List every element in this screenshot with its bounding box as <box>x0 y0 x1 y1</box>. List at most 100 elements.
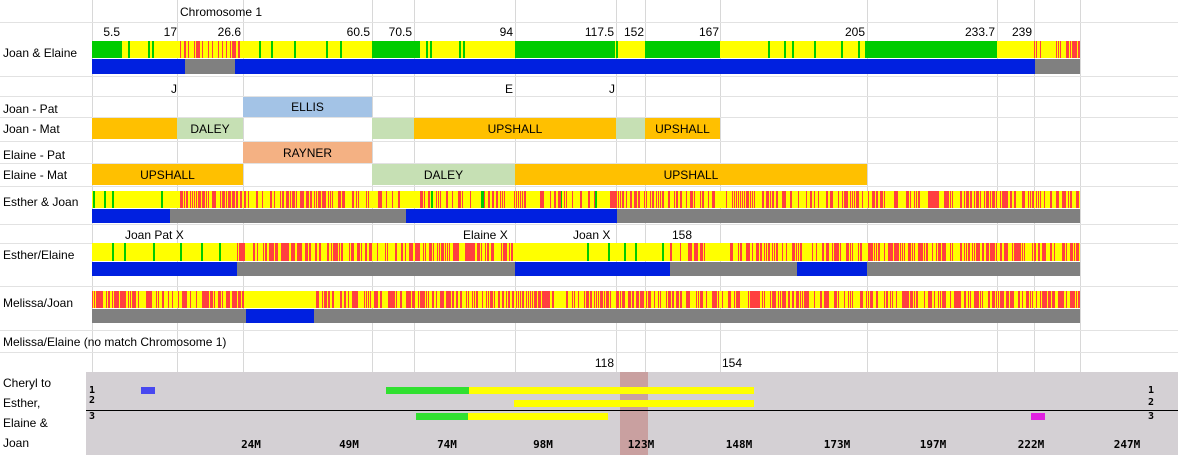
bar-segment <box>938 243 940 261</box>
bar-segment <box>740 243 742 261</box>
bar-segment <box>387 243 388 261</box>
bar-segment <box>487 243 489 261</box>
row-label-elaine-pat: Elaine - Pat <box>3 148 66 162</box>
bar-segment <box>1028 191 1029 208</box>
gridline <box>867 0 868 455</box>
bar-segment <box>1066 41 1068 58</box>
bar-segment <box>201 243 203 261</box>
bar-segment <box>208 41 209 58</box>
bar-segment <box>792 41 794 58</box>
bar-segment <box>892 243 893 261</box>
gridline <box>0 224 1178 225</box>
bar-segment <box>574 291 575 308</box>
bar-segment <box>1070 191 1072 208</box>
bar-segment <box>758 291 760 308</box>
bar-segment <box>992 291 994 308</box>
bar-segment <box>850 243 851 261</box>
bar-segment <box>808 291 809 308</box>
bar-segment <box>504 191 505 208</box>
position-label: 94 <box>499 25 513 39</box>
bar-segment <box>990 191 991 208</box>
gridline <box>0 330 1178 331</box>
bar-segment <box>676 191 678 208</box>
bar-segment <box>902 243 903 261</box>
bar-segment <box>282 191 284 208</box>
bar-segment <box>738 291 740 308</box>
bar-segment <box>616 41 618 58</box>
crossover-label: Elaine X <box>463 228 508 242</box>
bar-segment <box>210 291 212 308</box>
bar-segment <box>153 243 155 261</box>
bar-segment <box>305 243 307 261</box>
bar-segment <box>418 291 419 308</box>
bar-segment <box>244 191 246 208</box>
bar-segment <box>482 291 483 308</box>
segment-daley: DALEY <box>372 164 515 185</box>
bar-segment <box>460 191 461 208</box>
bar-segment <box>688 291 690 308</box>
bar-segment <box>626 191 627 208</box>
bar-segment <box>420 291 422 308</box>
bar-segment <box>1002 291 1004 308</box>
browser-segment <box>469 387 754 394</box>
bar-segment <box>602 291 603 308</box>
bar-segment <box>1060 291 1062 308</box>
bar-segment <box>620 291 621 308</box>
bar-segment <box>219 243 221 261</box>
bar-segment <box>828 243 829 261</box>
bar-segment <box>986 191 988 208</box>
bar-segment <box>96 291 98 308</box>
bar-segment <box>372 41 420 58</box>
bar-segment <box>814 41 816 58</box>
bar-segment <box>92 59 185 74</box>
bar-segment <box>876 243 877 261</box>
match-bar-joan-elaine <box>92 41 1080 58</box>
bar-segment <box>1038 243 1040 261</box>
bar-segment <box>488 191 490 208</box>
bar-segment <box>236 291 237 308</box>
bar-segment <box>832 243 833 261</box>
bar-segment <box>634 191 636 208</box>
bar-segment <box>94 291 95 308</box>
bar-segment <box>333 243 335 261</box>
bar-segment <box>868 191 869 208</box>
bar-segment <box>784 191 786 208</box>
bar-segment <box>440 191 441 208</box>
position-label: 17 <box>163 25 177 39</box>
bar-segment <box>640 291 642 308</box>
bar-segment <box>328 191 329 208</box>
bar-segment <box>162 291 164 308</box>
bar-segment <box>300 191 302 208</box>
bar-segment <box>986 243 988 261</box>
bar-segment <box>1056 41 1057 58</box>
bar-segment <box>722 291 723 308</box>
bar-segment <box>970 191 972 208</box>
bar-segment <box>248 191 249 208</box>
bar-segment <box>1034 41 1035 58</box>
bar-segment <box>1032 191 1034 208</box>
bar-segment <box>184 41 186 58</box>
bar-segment <box>326 291 327 308</box>
bar-segment <box>774 291 776 308</box>
bar-segment <box>168 291 169 308</box>
bar-segment <box>646 191 647 208</box>
browser-divider <box>86 410 1178 411</box>
bar-segment <box>1050 191 1052 208</box>
bar-segment <box>732 191 733 208</box>
bar-segment <box>1078 291 1080 308</box>
bar-segment <box>646 291 647 308</box>
bar-segment <box>924 291 925 308</box>
bar-segment <box>806 291 808 308</box>
bar-segment <box>524 191 526 208</box>
bar-segment <box>762 291 763 308</box>
bar-segment <box>442 291 444 308</box>
bar-segment <box>797 262 867 276</box>
bar-segment <box>560 191 561 208</box>
bar-segment <box>237 243 238 261</box>
bar-segment <box>1078 243 1079 261</box>
bar-segment <box>426 291 427 308</box>
bar-segment <box>914 191 915 208</box>
bar-segment <box>388 291 390 308</box>
bar-segment <box>960 243 962 261</box>
bar-segment <box>253 243 255 261</box>
